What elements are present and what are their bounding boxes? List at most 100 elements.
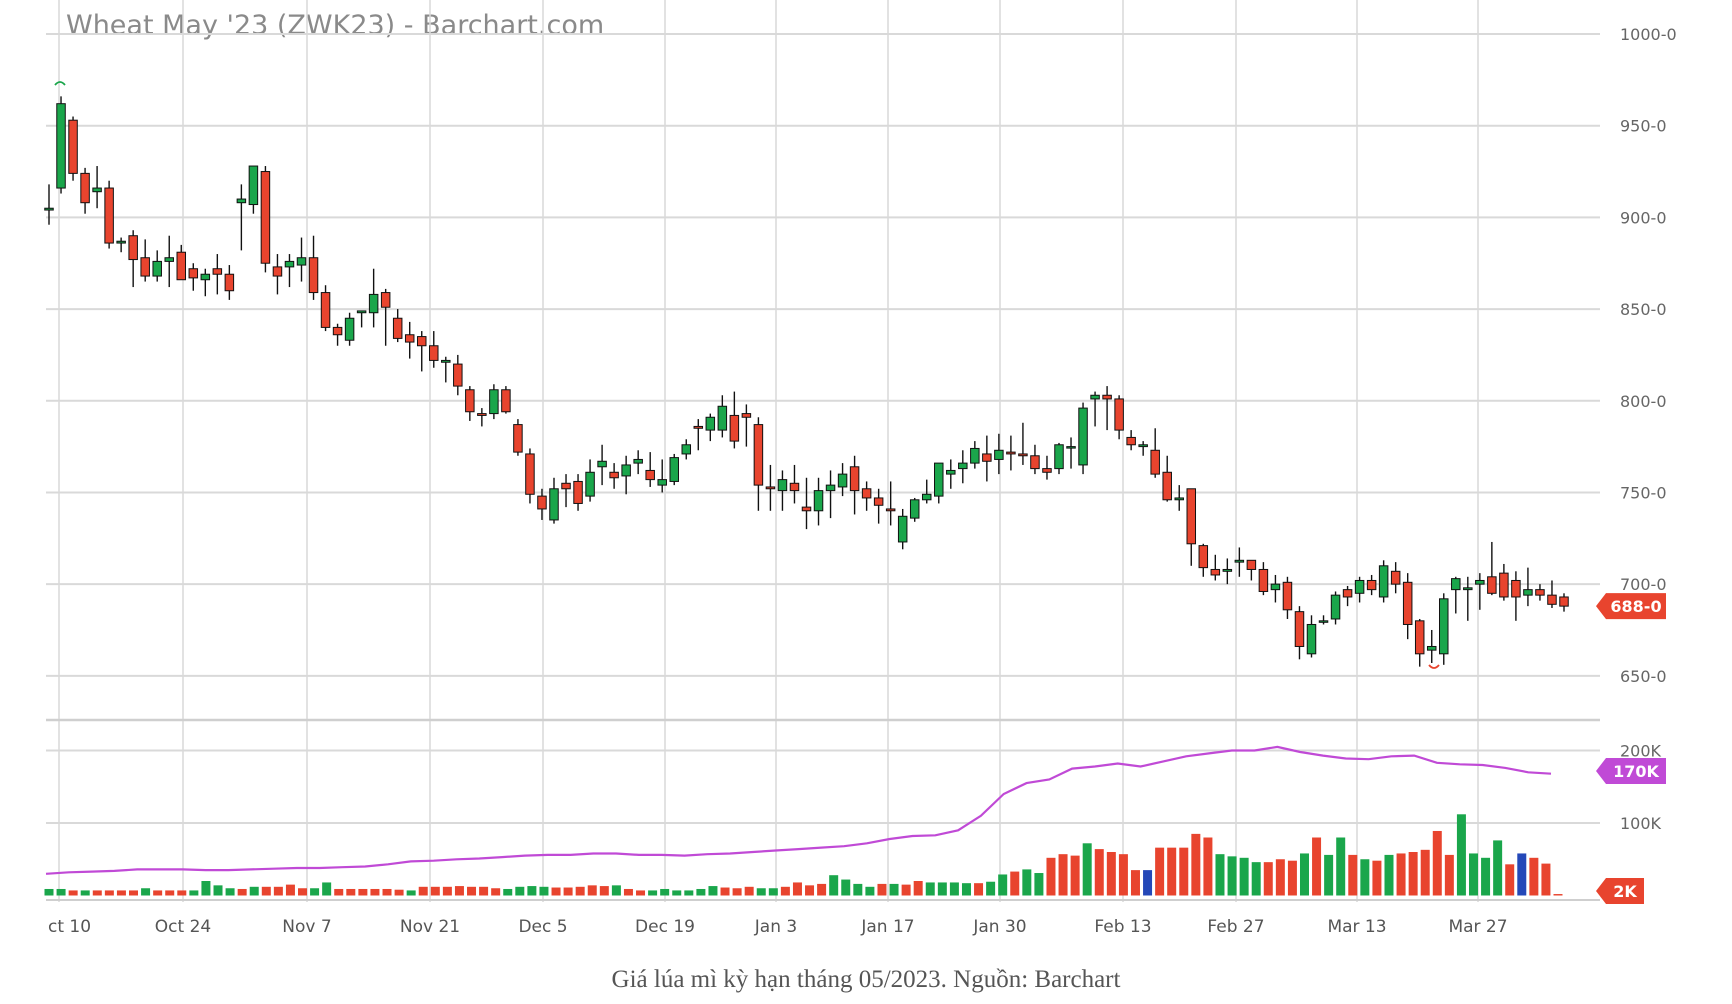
- candle: [1282, 576, 1293, 619]
- candle-body: [1523, 589, 1533, 596]
- candle: [1090, 391, 1100, 427]
- candle: [1306, 615, 1317, 658]
- candle-body: [164, 257, 174, 262]
- candle-body: [1463, 587, 1473, 591]
- candle: [1318, 615, 1329, 625]
- candle-body: [284, 260, 295, 268]
- candle: [1126, 430, 1136, 451]
- volume-bar: [1372, 860, 1382, 896]
- candle: [1535, 584, 1545, 601]
- candle: [525, 448, 535, 504]
- y-tick-label: 800-0: [1620, 392, 1667, 411]
- volume-bar: [418, 886, 428, 896]
- volume-bar: [454, 886, 464, 896]
- candle-body: [477, 413, 487, 416]
- candle: [585, 459, 595, 502]
- candle: [92, 166, 102, 209]
- volume-bar: [1046, 857, 1056, 896]
- candle: [777, 470, 788, 511]
- candle-body: [44, 207, 54, 211]
- last-volume-flag-shape: [1596, 878, 1644, 904]
- candle: [188, 263, 199, 291]
- candle-body: [92, 187, 102, 193]
- candle: [368, 268, 379, 328]
- candle: [1475, 573, 1485, 610]
- volume-bar: [1420, 849, 1430, 896]
- volume-bar: [925, 882, 935, 896]
- x-tick-label: Oct 24: [155, 917, 211, 937]
- y-tick-label: 650-0: [1620, 667, 1667, 686]
- candle-body: [453, 363, 463, 387]
- candle-body: [958, 462, 968, 470]
- candle: [1463, 576, 1473, 621]
- volume-bar: [599, 886, 609, 896]
- candle-body: [813, 490, 824, 512]
- volume-bar: [80, 890, 90, 896]
- candle-body: [332, 326, 343, 336]
- candle-body: [921, 493, 932, 501]
- candle: [561, 474, 571, 508]
- candle-body: [380, 292, 391, 308]
- session-high-marker: [54, 81, 66, 86]
- volume-bar: [479, 886, 489, 896]
- candle-body: [741, 413, 752, 418]
- candle: [1366, 574, 1377, 596]
- candle: [1378, 560, 1389, 603]
- candle: [1030, 444, 1040, 475]
- volume-bar: [1215, 854, 1225, 896]
- candle: [320, 285, 331, 332]
- candle: [356, 310, 367, 328]
- candle: [1547, 580, 1557, 608]
- volume-bar: [442, 886, 452, 896]
- volume-bar: [1167, 847, 1177, 896]
- candle-body: [1499, 572, 1509, 598]
- candle-body: [1270, 583, 1281, 591]
- volume-bar: [189, 890, 199, 896]
- candle: [705, 413, 716, 442]
- volume-bar: [1227, 856, 1237, 896]
- candle-body: [849, 466, 860, 492]
- candle: [296, 237, 307, 282]
- candle: [573, 474, 583, 511]
- candle: [1559, 593, 1569, 612]
- candle-body: [1030, 455, 1040, 470]
- candle: [946, 459, 956, 489]
- x-tick-label: Jan 17: [860, 917, 914, 937]
- volume-bar: [660, 888, 670, 896]
- candle-body: [513, 424, 523, 453]
- candle: [200, 268, 211, 297]
- candle-body: [609, 471, 619, 479]
- volume-bar: [998, 874, 1008, 896]
- session-low-marker: [1428, 664, 1440, 669]
- candle: [152, 250, 162, 282]
- candle: [68, 116, 78, 181]
- candle: [681, 439, 692, 460]
- volume-bar: [1179, 847, 1189, 896]
- candle: [729, 391, 740, 449]
- candle-body: [356, 310, 367, 314]
- candle: [1294, 606, 1305, 660]
- volume-bar: [1082, 843, 1092, 896]
- volume-bar: [1336, 837, 1346, 896]
- volume-bar: [1505, 864, 1515, 896]
- chart-title: Wheat May '23 (ZWK23) - Barchart.com: [66, 10, 605, 41]
- avg-volume-flag: 170K: [1596, 758, 1666, 784]
- candle: [1186, 488, 1197, 566]
- candle-body: [1222, 568, 1233, 572]
- average-volume-line: [45, 745, 1552, 875]
- volume-bar: [382, 888, 392, 896]
- candle: [1354, 576, 1365, 603]
- candle-body: [825, 484, 836, 492]
- candle: [489, 384, 499, 420]
- candle: [982, 435, 992, 482]
- last-price-flag: 688-0: [1596, 593, 1666, 620]
- volume-bar: [1541, 863, 1551, 896]
- x-tick-label: Dec 19: [635, 917, 695, 937]
- x-tick-label: Nov 21: [400, 917, 460, 937]
- candle: [753, 417, 764, 511]
- x-tick-label: ct 10: [48, 917, 91, 937]
- candle: [765, 464, 776, 511]
- candle-body: [1354, 579, 1365, 594]
- x-tick-label: Dec 5: [518, 917, 567, 937]
- candle-body: [717, 405, 728, 431]
